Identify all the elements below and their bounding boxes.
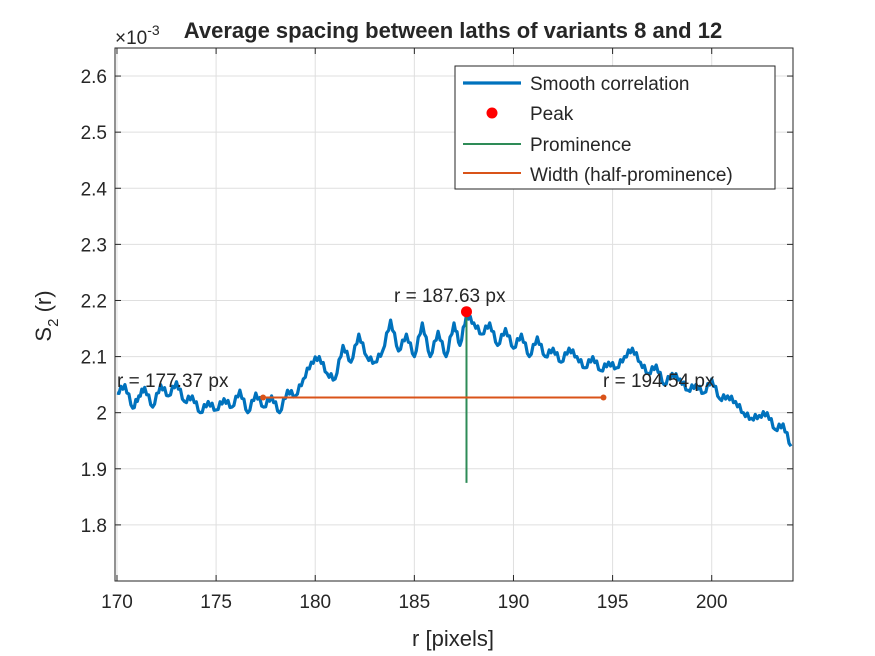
smooth-correlation-line — [116, 312, 793, 448]
y-axis-label: S2 (r) — [31, 290, 62, 341]
y-axis-label-sub: 2 — [45, 319, 62, 327]
legend-peak-label: Peak — [530, 104, 574, 125]
axes-box — [114, 47, 794, 582]
legend: Smooth correlation Peak Prominence Width… — [454, 65, 776, 190]
x-axis-label: r [pixels] — [412, 626, 494, 651]
x-axis-ticks: 170 175 180 185 190 195 200 — [101, 48, 728, 613]
y-axis-label-tail: (r) — [31, 290, 56, 318]
width-left-annotation: r = 177.37 px — [117, 371, 229, 392]
legend-prominence-label: Prominence — [530, 135, 631, 156]
chart-title: Average spacing between laths of variant… — [184, 18, 722, 43]
legend-box — [454, 65, 776, 190]
y-exponent-times: ×10 — [115, 28, 147, 49]
y-tick-label: 1.9 — [81, 460, 107, 481]
peak-annotation: r = 187.63 px — [394, 286, 506, 307]
y-axis-ticks: 1.8 1.9 2 2.1 2.2 2.3 2.4 2.5 2.6 — [81, 67, 793, 537]
y-tick-label: 2.6 — [81, 67, 107, 88]
legend-width-label: Width (half-prominence) — [530, 165, 733, 186]
y-tick-label: 2 — [96, 404, 107, 425]
legend-smooth-correlation-label: Smooth correlation — [530, 74, 689, 95]
y-tick-label: 2.3 — [81, 235, 107, 256]
y-tick-label: 2.2 — [81, 291, 107, 312]
y-exponent-power: -3 — [147, 22, 160, 38]
x-tick-label: 190 — [498, 592, 530, 613]
x-tick-label: 170 — [101, 592, 133, 613]
y-axis-label-main: S — [31, 327, 56, 342]
width-right-marker — [600, 394, 607, 401]
legend-peak-swatch — [486, 107, 498, 119]
y-tick-label: 2.5 — [81, 123, 107, 144]
y-tick-label: 2.4 — [81, 179, 108, 200]
x-tick-label: 200 — [696, 592, 728, 613]
x-tick-label: 195 — [597, 592, 629, 613]
width-left-marker — [260, 394, 267, 401]
y-tick-label: 1.8 — [81, 516, 107, 537]
width-right-annotation: r = 194.54 px — [603, 371, 715, 392]
x-tick-label: 180 — [299, 592, 331, 613]
y-exponent-label: ×10-3 — [115, 22, 160, 49]
x-tick-label: 175 — [200, 592, 232, 613]
peak-marker — [460, 306, 472, 318]
y-tick-label: 2.1 — [81, 348, 107, 369]
x-tick-label: 185 — [398, 592, 430, 613]
